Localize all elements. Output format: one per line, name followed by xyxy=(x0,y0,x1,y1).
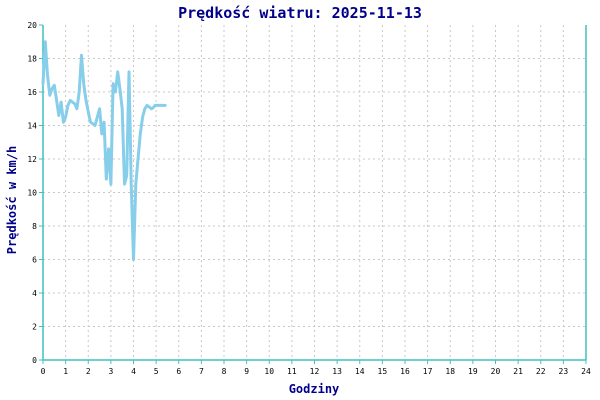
x-tick-label: 8 xyxy=(222,367,227,376)
x-tick-label: 2 xyxy=(86,367,91,376)
y-tick-label: 16 xyxy=(27,88,37,97)
x-tick-label: 7 xyxy=(199,367,204,376)
y-tick-label: 2 xyxy=(32,323,37,332)
ticks-layer: 0 1 2 3 4 5 6 7 8 9 10 11 12 13 14 15 16 17 18 19 20 21 22 23 24… xyxy=(27,21,591,376)
x-axis-label: Godziny xyxy=(289,382,340,396)
y-tick-label: 14 xyxy=(27,122,37,131)
x-tick-label: 3 xyxy=(108,367,113,376)
x-tick-label: 20 xyxy=(491,367,501,376)
x-tick-label: 13 xyxy=(332,367,342,376)
x-tick-label: 24 xyxy=(581,367,591,376)
x-tick-label: 9 xyxy=(244,367,249,376)
x-tick-label: 15 xyxy=(378,367,388,376)
x-tick-label: 10 xyxy=(264,367,274,376)
chart-title: Prędkość wiatru: 2025-11-13 xyxy=(178,4,422,22)
x-tick-label: 1 xyxy=(63,367,68,376)
x-tick-label: 18 xyxy=(445,367,455,376)
x-tick-label: 11 xyxy=(287,367,297,376)
y-tick-label: 0 xyxy=(32,356,37,365)
y-tick-label: 10 xyxy=(27,189,37,198)
series-layer xyxy=(41,40,167,261)
x-tick-label: 23 xyxy=(559,367,569,376)
x-tick-label: 6 xyxy=(176,367,181,376)
grid-layer xyxy=(43,25,586,360)
x-tick-label: 19 xyxy=(468,367,478,376)
x-tick-label: 16 xyxy=(400,367,410,376)
x-tick-label: 14 xyxy=(355,367,365,376)
y-tick-label: 8 xyxy=(32,222,37,231)
x-tick-label: 21 xyxy=(513,367,523,376)
x-tick-label: 22 xyxy=(536,367,546,376)
y-axis-label: Prędkość w km/h xyxy=(5,146,19,254)
x-tick-label: 5 xyxy=(154,367,159,376)
y-tick-label: 4 xyxy=(32,289,37,298)
x-tick-label: 12 xyxy=(310,367,320,376)
y-tick-label: 20 xyxy=(27,21,37,30)
y-tick-label: 6 xyxy=(32,256,37,265)
y-tick-label: 12 xyxy=(27,155,37,164)
x-tick-label: 0 xyxy=(41,367,46,376)
x-tick-label: 4 xyxy=(131,367,136,376)
y-tick-label: 18 xyxy=(27,55,37,64)
wind-speed-series-line xyxy=(41,40,167,261)
x-tick-label: 17 xyxy=(423,367,433,376)
